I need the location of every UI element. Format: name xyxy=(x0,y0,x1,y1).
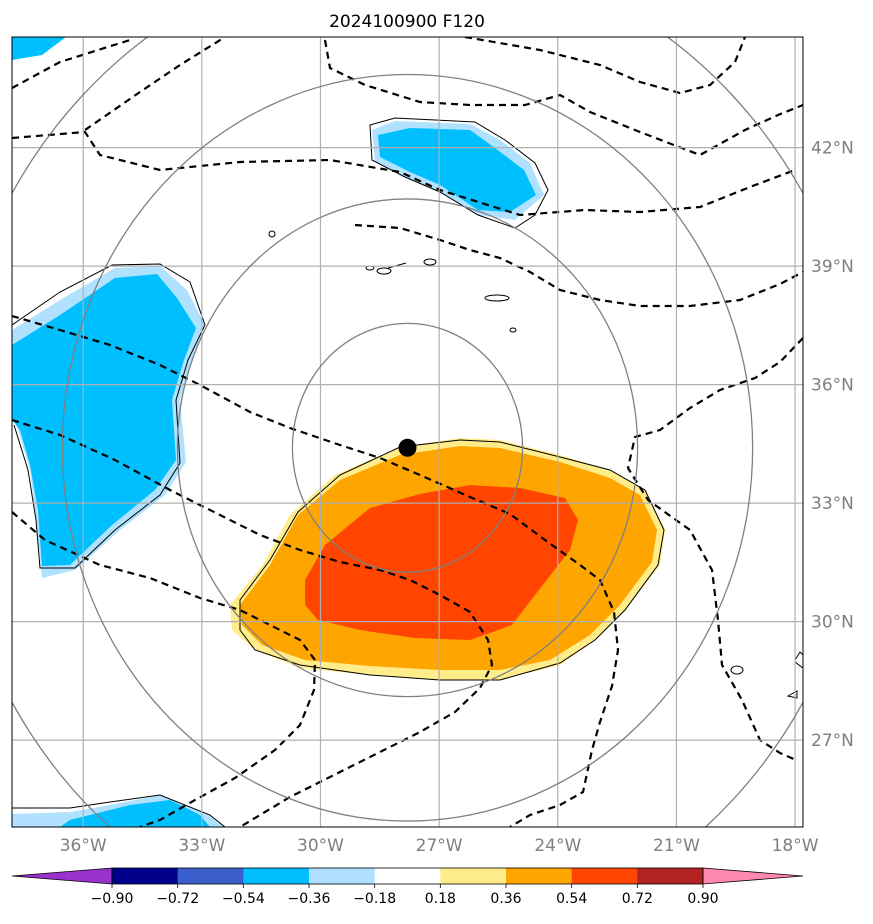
figure-title: 2024100900 F120 xyxy=(329,12,485,32)
colorbar-frame xyxy=(111,867,704,885)
colorbar-extend-low xyxy=(11,867,113,885)
lon-tick-label: 36°W xyxy=(60,836,107,856)
colorbar-swatch xyxy=(177,868,244,884)
colorbar-swatch xyxy=(506,868,573,884)
thin-contour-north xyxy=(369,117,549,229)
dashed-contour-9 xyxy=(12,511,317,827)
colorbar-swatch xyxy=(571,868,638,884)
lon-tick-label: 18°W xyxy=(772,836,819,856)
colorbar-tick-label: 0.72 xyxy=(622,891,653,907)
colorbar-tick-label: 0.54 xyxy=(556,891,587,907)
colorbar-tick-label: −0.72 xyxy=(156,891,199,907)
colorbar-tick-label: 0.90 xyxy=(687,891,718,907)
dashed-contour-6 xyxy=(354,223,803,308)
shade-region-positive-red xyxy=(305,485,578,640)
dashed-contours xyxy=(12,37,803,827)
colorbar: −0.90 −0.72 −0.54 −0.36 −0.18 0.18 0.36 0.54 0.7… xyxy=(11,867,804,907)
lat-tick-label: 39°N xyxy=(811,257,854,277)
colorbar-swatch xyxy=(374,868,441,884)
dashed-contour-7 xyxy=(12,314,620,827)
gridlines xyxy=(12,37,803,827)
lon-tick-label: 27°W xyxy=(416,836,463,856)
colorbar-swatch xyxy=(243,868,310,884)
lon-tick-label: 30°W xyxy=(297,836,344,856)
shade-region-north-inner xyxy=(378,128,536,212)
colorbar-swatch xyxy=(440,868,507,884)
colorbar-swatch xyxy=(637,868,704,884)
lon-tick-label: 24°W xyxy=(534,836,581,856)
colorbar-tick-label: −0.54 xyxy=(222,891,265,907)
dashed-contour-5 xyxy=(464,37,747,95)
latitude-labels: 42°N 39°N 36°N 33°N 30°N 27°N xyxy=(811,139,854,751)
lat-tick-label: 33°N xyxy=(811,494,854,514)
shade-region-bottomleft-inner xyxy=(60,800,210,827)
colorbar-swatch xyxy=(112,868,179,884)
colorbar-tick-label: −0.18 xyxy=(353,891,396,907)
colorbar-extend-high xyxy=(702,867,804,885)
shade-region-topleft xyxy=(12,37,66,60)
thin-contour-positive xyxy=(239,439,665,681)
lat-tick-label: 27°N xyxy=(811,731,854,751)
range-ring xyxy=(176,198,639,698)
lat-tick-label: 42°N xyxy=(811,139,854,159)
negative-shading xyxy=(12,37,544,827)
lat-tick-label: 30°N xyxy=(811,613,854,633)
colorbar-swatch xyxy=(309,868,376,884)
lon-tick-label: 21°W xyxy=(653,836,700,856)
colorbar-tick-label: 0.18 xyxy=(425,891,456,907)
dashed-contour-2 xyxy=(12,130,796,217)
thin-contour-bottomleft xyxy=(12,794,226,827)
range-ring xyxy=(61,73,754,822)
dashed-contour-10 xyxy=(626,337,803,762)
storm-center-marker xyxy=(398,438,417,457)
longitude-labels: 36°W 33°W 30°W 27°W 24°W 21°W 18°W xyxy=(60,836,819,856)
dashed-contour-4 xyxy=(323,39,803,157)
dashed-contour-8 xyxy=(12,418,494,827)
colorbar-tick-label: −0.36 xyxy=(288,891,331,907)
shade-region-west-inner xyxy=(12,274,196,566)
dashed-contour-3 xyxy=(84,37,226,131)
lat-tick-label: 36°N xyxy=(811,376,854,396)
map-frame xyxy=(11,36,804,828)
positive-shading xyxy=(230,438,665,680)
colorbar-tick-label: 0.36 xyxy=(490,891,521,907)
dashed-contour-1 xyxy=(12,38,131,89)
lon-tick-label: 33°W xyxy=(178,836,225,856)
colorbar-tick-label: −0.90 xyxy=(91,891,134,907)
range-ring xyxy=(291,322,524,573)
